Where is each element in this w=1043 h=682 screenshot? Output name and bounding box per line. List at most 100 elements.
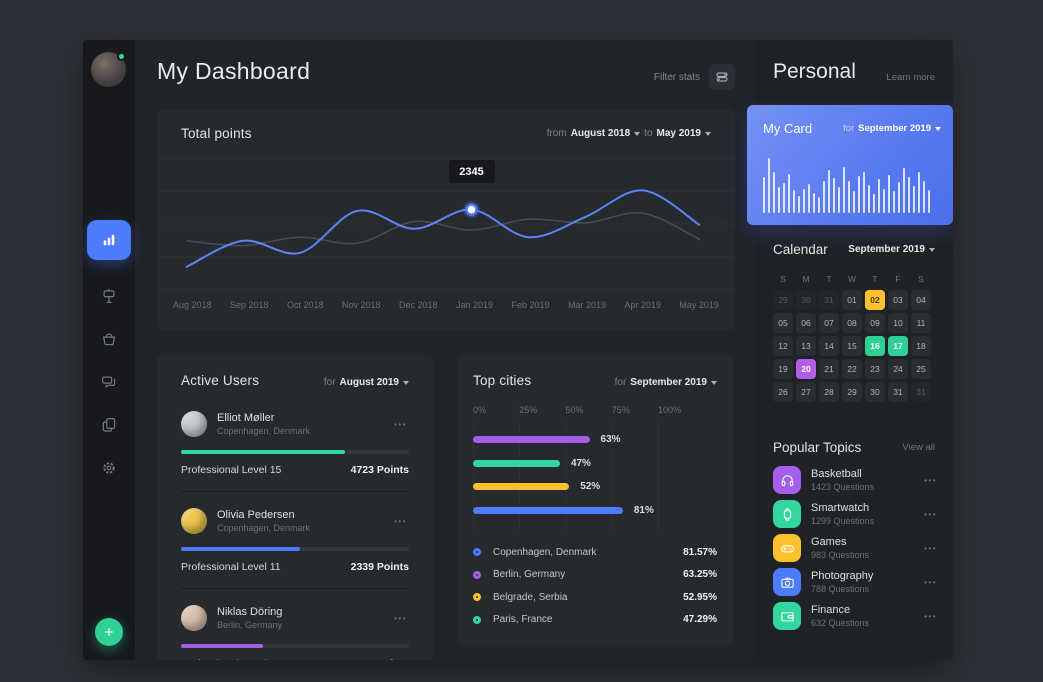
calendar-day[interactable]: 16: [865, 336, 885, 356]
more-button[interactable]: •••: [394, 419, 407, 429]
calendar-day[interactable]: 23: [865, 359, 885, 379]
more-button[interactable]: •••: [394, 516, 407, 526]
calendar-day[interactable]: 13: [796, 336, 816, 356]
calendar-day[interactable]: 06: [796, 313, 816, 333]
active-users-title: Active Users: [181, 373, 260, 388]
topic-row[interactable]: Basketball 1423 Questions •••: [773, 466, 939, 494]
signpost-icon: [103, 288, 115, 303]
chevron-down-icon: [935, 126, 941, 131]
x-axis-label: Oct 2018: [287, 300, 324, 310]
city-bar: [473, 459, 560, 467]
calendar-day[interactable]: 24: [888, 359, 908, 379]
user-points: 1884 Points: [351, 658, 409, 660]
top-cities-period-dropdown[interactable]: September 2019: [630, 377, 717, 388]
legend-dot: [473, 593, 481, 602]
calendar-day[interactable]: 22: [842, 359, 862, 379]
card-bar: [773, 172, 775, 213]
legend-row: Berlin, Germany 63.25%: [473, 564, 717, 587]
view-all-link[interactable]: View all: [902, 442, 935, 453]
topic-row[interactable]: Finance 632 Questions •••: [773, 602, 939, 630]
sidebar-item-documents[interactable]: [87, 405, 131, 445]
sidebar-item-signpost[interactable]: [87, 276, 131, 316]
calendar-day[interactable]: 31: [911, 382, 931, 402]
calendar-day[interactable]: 17: [888, 336, 908, 356]
topic-name: Basketball: [811, 468, 862, 480]
card-bar: [803, 188, 805, 213]
calendar-day[interactable]: 15: [842, 336, 862, 356]
legend-dot: [473, 615, 481, 624]
calendar-day[interactable]: 25: [911, 359, 931, 379]
more-button[interactable]: •••: [924, 611, 937, 621]
topic-row[interactable]: Games 983 Questions •••: [773, 534, 939, 562]
card-bar: [793, 189, 795, 213]
calendar-day[interactable]: 30: [865, 382, 885, 402]
sidebar-item-messages[interactable]: [87, 362, 131, 402]
x-axis-label: Aug 2018: [173, 300, 212, 310]
calendar-day[interactable]: 31: [819, 290, 839, 310]
user-location: Copenhagen, Denmark: [217, 426, 311, 436]
user-row: Olivia Pedersen Copenhagen, Denmark ••• Pro…: [181, 491, 409, 573]
calendar-day[interactable]: 29: [842, 382, 862, 402]
to-date-dropdown[interactable]: May 2019: [657, 128, 711, 139]
online-status-dot: [117, 52, 126, 61]
calendar-day[interactable]: 31: [888, 382, 908, 402]
calendar-day[interactable]: 30: [796, 290, 816, 310]
add-button[interactable]: [95, 618, 123, 646]
calendar-day[interactable]: 10: [888, 313, 908, 333]
user-level: Professional Level 15: [181, 464, 282, 476]
calendar-period-dropdown[interactable]: September 2019: [848, 244, 935, 255]
active-users-period-dropdown[interactable]: August 2019: [340, 377, 409, 388]
calendar-day[interactable]: 04: [911, 290, 931, 310]
progress-bar: [181, 547, 409, 551]
card-bar: [813, 192, 815, 213]
calendar-day[interactable]: 05: [773, 313, 793, 333]
calendar-day[interactable]: 07: [819, 313, 839, 333]
topic-row[interactable]: Photography 788 Questions •••: [773, 568, 939, 596]
user-name: Elliot Møller: [217, 412, 275, 424]
more-button[interactable]: •••: [924, 509, 937, 519]
sidebar-item-dashboard[interactable]: [87, 220, 131, 260]
calendar-day[interactable]: 19: [773, 359, 793, 379]
learn-more-link[interactable]: Learn more: [886, 72, 935, 83]
calendar-day[interactable]: 20: [796, 359, 816, 379]
more-button[interactable]: •••: [924, 475, 937, 485]
from-date-dropdown[interactable]: August 2018: [571, 128, 641, 139]
calendar-day[interactable]: 02: [865, 290, 885, 310]
sidebar-item-settings[interactable]: [87, 448, 131, 488]
my-card-period-dropdown[interactable]: September 2019: [858, 123, 941, 134]
calendar-day[interactable]: 18: [911, 336, 931, 356]
user-avatar[interactable]: [91, 52, 126, 87]
calendar-day[interactable]: 01: [842, 290, 862, 310]
points-line-chart: [157, 157, 735, 298]
calendar-day[interactable]: 21: [819, 359, 839, 379]
calendar-day[interactable]: 27: [796, 382, 816, 402]
topic-name: Photography: [811, 570, 874, 582]
city-bar-value: 47%: [570, 457, 591, 469]
legend-dot: [473, 570, 481, 579]
calendar-day[interactable]: 12: [773, 336, 793, 356]
more-button[interactable]: •••: [924, 543, 937, 553]
topic-row[interactable]: Smartwatch 1299 Questions •••: [773, 500, 939, 528]
card-bar: [903, 167, 905, 213]
more-button[interactable]: •••: [924, 577, 937, 587]
my-card-title: My Card: [763, 121, 813, 136]
calendar-day[interactable]: 09: [865, 313, 885, 333]
calendar-day[interactable]: 28: [819, 382, 839, 402]
filter-stats-button[interactable]: [709, 64, 735, 90]
personal-title: Personal: [773, 60, 856, 83]
calendar-day[interactable]: 26: [773, 382, 793, 402]
calendar-day[interactable]: 14: [819, 336, 839, 356]
my-card[interactable]: My Card for September 2019: [747, 105, 953, 225]
city-bar-row: 63%: [473, 429, 717, 453]
calendar-day[interactable]: 08: [842, 313, 862, 333]
calendar-day[interactable]: 03: [888, 290, 908, 310]
city-bar: [473, 436, 590, 443]
sidebar: [83, 40, 135, 660]
calendar-day[interactable]: 29: [773, 290, 793, 310]
card-bar: [863, 172, 865, 213]
card-bar: [823, 181, 825, 213]
sidebar-item-basket[interactable]: [87, 319, 131, 359]
more-button[interactable]: •••: [394, 613, 407, 623]
calendar-day[interactable]: 11: [911, 313, 931, 333]
x-axis-label: Mar 2019: [567, 300, 606, 310]
